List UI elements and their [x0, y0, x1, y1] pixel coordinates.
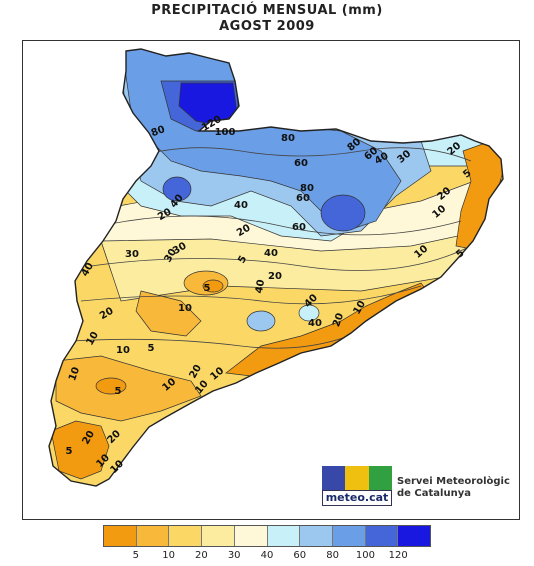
logo-band-green	[368, 466, 392, 490]
legend-tick-label: 80	[326, 550, 339, 561]
contour-label: 40	[264, 248, 278, 259]
legend-swatch	[365, 526, 399, 546]
legend-swatch	[234, 526, 268, 546]
contour-label: 80	[281, 133, 295, 144]
legend-color-bar	[103, 525, 431, 547]
contour-label: 30	[125, 249, 139, 260]
contour-label: 5	[115, 386, 122, 397]
contour-label: 20	[268, 271, 282, 282]
contour-label: 5	[236, 254, 249, 266]
contour-label: 80	[150, 124, 167, 139]
contour-label: 5	[204, 283, 211, 294]
region-5-10-south	[55, 355, 202, 422]
contour-label: 80	[300, 183, 314, 194]
contour-label: 10	[178, 303, 192, 314]
meteo-cat-logo: meteo.cat	[322, 466, 392, 506]
region-lt-5-southwest	[50, 420, 110, 480]
contour-label: 60	[296, 193, 310, 204]
legend-swatch	[136, 526, 170, 546]
legend-tick-label: 40	[260, 550, 274, 561]
contour-label: 40	[234, 200, 248, 211]
legend-swatch	[267, 526, 301, 546]
legend-swatch	[169, 526, 203, 546]
contour-line	[70, 320, 382, 349]
legend-tick-label: 10	[162, 550, 175, 561]
organization-name-2: de Catalunya	[397, 488, 471, 499]
logo-text: meteo.cat	[322, 490, 392, 506]
region-100-120-west	[162, 176, 192, 202]
contour-line	[120, 147, 472, 162]
region-40-60-inland	[298, 304, 320, 322]
legend-tick-label: 120	[388, 550, 408, 561]
legend-swatch	[202, 526, 235, 546]
organization-name: Servei Meteorològic	[397, 476, 510, 487]
map-title: PRECIPITACIÓ MENSUAL (mm)	[151, 3, 383, 18]
legend-swatch	[104, 526, 137, 546]
contour-label: 5	[148, 343, 155, 354]
logo-band-yellow	[345, 466, 369, 490]
region-lt-5-south	[95, 377, 127, 395]
legend-swatch	[398, 526, 431, 546]
contour-label: 40	[308, 318, 322, 329]
contour-label: 60	[292, 222, 306, 233]
contour-label: 10	[116, 345, 130, 356]
logo-band-blue	[322, 466, 346, 490]
legend-tick-label: 5	[132, 550, 139, 561]
map-frame: 120 100 80 80 60 80 60 80 40 30 20 5 20 10 5 10 60 60 40 40…	[22, 40, 520, 520]
contour-label: 100	[215, 127, 236, 138]
catalonia-outline	[48, 48, 504, 487]
legend-tick-label: 30	[227, 550, 241, 561]
map-subtitle: AGOST 2009	[219, 19, 315, 34]
region-lt-5-central	[202, 279, 224, 293]
legend-swatch	[332, 526, 366, 546]
contour-label: 60	[294, 158, 308, 169]
contour-label: 10	[67, 366, 82, 383]
legend-swatch	[300, 526, 333, 546]
contour-line	[90, 245, 472, 271]
region-5-10-mid	[135, 290, 202, 337]
contour-line	[100, 215, 462, 236]
legend-ticks: 5 10 20 30 40 60 80 100 120	[103, 550, 431, 564]
contour-label: 40	[254, 279, 267, 295]
contour-line	[80, 285, 422, 305]
contour-label: 20	[331, 312, 346, 329]
region-60-80-inland	[246, 310, 276, 332]
contour-label: 5	[66, 446, 73, 457]
legend-tick-label: 100	[355, 550, 375, 561]
legend-tick-label: 20	[195, 550, 208, 561]
legend-tick-label: 60	[293, 550, 307, 561]
logo-band	[322, 466, 392, 490]
region-100-120-east	[320, 194, 366, 232]
